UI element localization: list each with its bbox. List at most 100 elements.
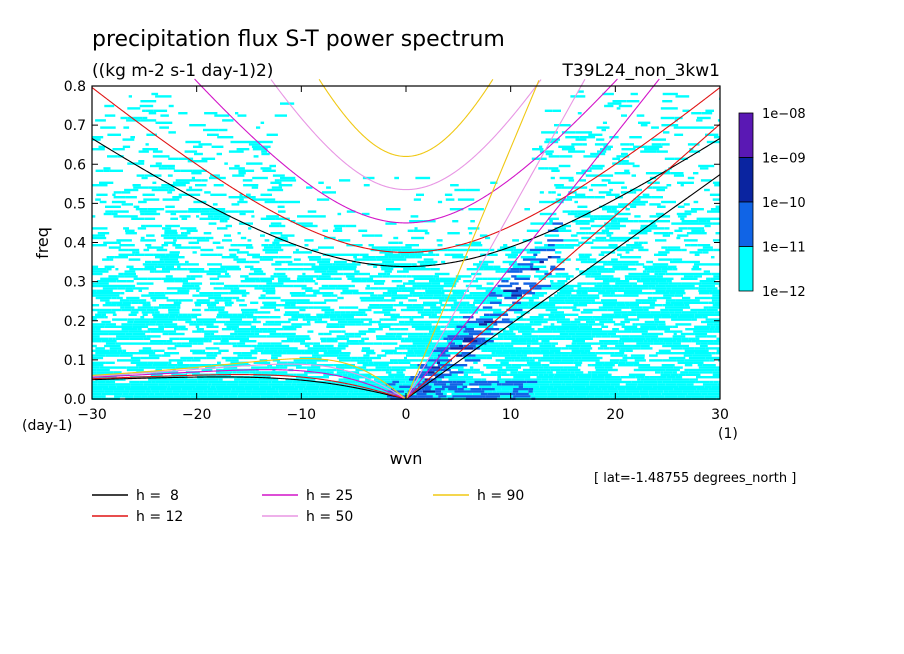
- heat-cell: [368, 361, 374, 364]
- heat-cell: [685, 344, 689, 348]
- heat-cell: [271, 385, 283, 388]
- heat-cell: [578, 220, 595, 223]
- heat-cell: [293, 284, 307, 288]
- heat-cell: [458, 316, 463, 319]
- heat-cell: [683, 301, 695, 304]
- heat-cell: [152, 150, 163, 153]
- heat-cell: [671, 222, 687, 225]
- heat-cell: [181, 287, 187, 290]
- heat-cell: [379, 304, 383, 307]
- heat-cell: [693, 172, 699, 175]
- heat-cell: [244, 385, 253, 388]
- heat-cell: [211, 388, 217, 391]
- heat-cell: [121, 284, 136, 288]
- heat-cell: [286, 395, 294, 398]
- heat-cell: [416, 344, 426, 348]
- heat-cell: [533, 320, 548, 324]
- heat-cell: [436, 347, 451, 350]
- heat-cell: [147, 246, 164, 249]
- heat-cell: [220, 335, 235, 338]
- heat-cell: [635, 380, 644, 384]
- heat-cell: [649, 354, 658, 357]
- heat-cell: [681, 337, 689, 340]
- heat-cell: [512, 239, 519, 242]
- heat-cell: [256, 344, 268, 348]
- heat-cell: [677, 215, 687, 218]
- heat-cell: [568, 332, 575, 336]
- heat-cell: [204, 112, 218, 115]
- heat-cell: [155, 368, 162, 372]
- heat-cell: [230, 140, 245, 144]
- heat-cell: [123, 335, 128, 338]
- heat-cell: [684, 359, 698, 362]
- heat-cell: [547, 256, 552, 259]
- heat-cell: [624, 301, 630, 304]
- heat-cell: [322, 229, 328, 232]
- heat-cell: [604, 224, 611, 228]
- heat-cell: [393, 361, 399, 364]
- heat-cell: [224, 220, 228, 223]
- heat-cell: [414, 352, 427, 355]
- heat-cell: [345, 263, 361, 266]
- heat-cell: [217, 361, 221, 364]
- heat-cell: [470, 342, 487, 345]
- heat-cell: [511, 340, 527, 343]
- heat-cell: [504, 356, 521, 360]
- heat-cell: [120, 306, 125, 309]
- heat-cell: [117, 287, 126, 290]
- heat-cell: [161, 164, 175, 168]
- heat-cell: [378, 325, 391, 328]
- heat-cell: [428, 260, 438, 264]
- heat-cell: [237, 232, 241, 235]
- heat-cell: [708, 388, 720, 391]
- heat-cell: [329, 330, 342, 333]
- heat-cell: [173, 239, 177, 242]
- heat-cell: [510, 342, 527, 345]
- heat-cell: [239, 193, 243, 196]
- heat-cell: [427, 287, 444, 290]
- heat-cell: [385, 371, 392, 374]
- heat-cell: [187, 210, 200, 213]
- heat-cell: [313, 292, 329, 295]
- heat-cell: [337, 320, 347, 324]
- heat-cell: [614, 172, 631, 175]
- heat-cell: [452, 292, 465, 295]
- heat-cell: [140, 356, 146, 360]
- heat-cell: [122, 392, 129, 396]
- heat-cell: [219, 217, 230, 220]
- heat-cell: [265, 292, 276, 295]
- heat-cell: [136, 282, 154, 285]
- heat-cell: [504, 296, 517, 300]
- heat-cell: [307, 390, 320, 393]
- heat-cell: [592, 239, 605, 242]
- heat-cell: [561, 186, 575, 189]
- heat-cell: [621, 148, 636, 151]
- heat-cell: [251, 320, 261, 324]
- heat-cell: [431, 344, 439, 348]
- heat-cell: [713, 136, 720, 139]
- heat-cell: [610, 383, 620, 386]
- heat-cell: [463, 373, 468, 376]
- heat-cell: [672, 335, 686, 338]
- heat-cell: [457, 388, 464, 391]
- heat-cell: [380, 335, 396, 338]
- heat-cell: [678, 227, 688, 230]
- heat-cell: [601, 388, 608, 391]
- heat-cell: [591, 371, 609, 374]
- heat-cell: [278, 280, 284, 283]
- heat-cell: [382, 308, 397, 312]
- heat-cell: [650, 342, 654, 345]
- heat-cell: [625, 208, 630, 211]
- heat-cell: [192, 287, 201, 290]
- heat-cell: [700, 342, 708, 345]
- heat-cell: [467, 227, 480, 230]
- heat-cell: [123, 272, 136, 276]
- heat-cell: [584, 253, 592, 256]
- heat-cell: [196, 328, 204, 331]
- heat-cell: [141, 352, 156, 355]
- heat-cell: [217, 275, 231, 278]
- heat-cell: [190, 395, 197, 398]
- heat-cell: [274, 332, 282, 336]
- heat-cell: [487, 392, 500, 396]
- heat-cell: [132, 287, 149, 290]
